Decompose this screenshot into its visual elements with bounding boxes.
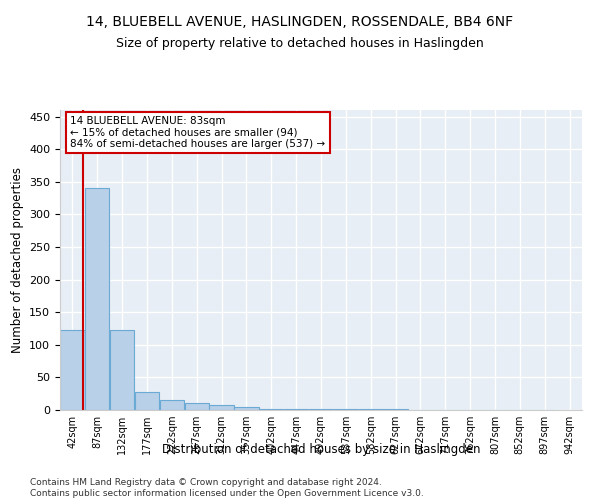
Bar — [135, 392, 159, 410]
Bar — [160, 400, 184, 410]
Text: 14 BLUEBELL AVENUE: 83sqm
← 15% of detached houses are smaller (94)
84% of semi-: 14 BLUEBELL AVENUE: 83sqm ← 15% of detac… — [70, 116, 326, 149]
Text: Size of property relative to detached houses in Haslingden: Size of property relative to detached ho… — [116, 38, 484, 51]
Text: 14, BLUEBELL AVENUE, HASLINGDEN, ROSSENDALE, BB4 6NF: 14, BLUEBELL AVENUE, HASLINGDEN, ROSSEND… — [86, 15, 514, 29]
Bar — [60, 330, 85, 410]
Text: Contains HM Land Registry data © Crown copyright and database right 2024.
Contai: Contains HM Land Registry data © Crown c… — [30, 478, 424, 498]
Y-axis label: Number of detached properties: Number of detached properties — [11, 167, 23, 353]
Bar — [85, 188, 109, 410]
Text: Distribution of detached houses by size in Haslingden: Distribution of detached houses by size … — [162, 442, 480, 456]
Bar — [209, 406, 234, 410]
Bar — [259, 408, 283, 410]
Bar — [110, 330, 134, 410]
Bar — [234, 406, 259, 410]
Bar — [185, 404, 209, 410]
